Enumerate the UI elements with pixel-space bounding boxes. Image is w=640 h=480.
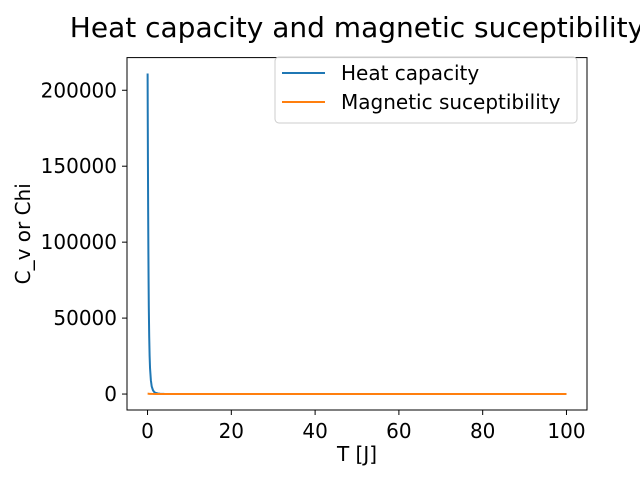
legend-label-magnetic-suceptibility: Magnetic suceptibility [341, 90, 561, 114]
y-tick-label: 150000 [41, 154, 117, 178]
y-tick-label: 100000 [41, 230, 117, 254]
x-tick-label: 80 [470, 419, 495, 443]
legend-label-heat-capacity: Heat capacity [341, 61, 479, 85]
y-axis-label: C_v or Chi [11, 183, 35, 284]
y-axis: 0 50000 100000 150000 200000 [41, 78, 127, 406]
x-axis-label: T [J] [336, 442, 377, 466]
legend-box [274, 56, 578, 124]
x-tick-label: 40 [302, 419, 327, 443]
x-axis: 0 20 40 60 80 100 [141, 410, 586, 443]
x-tick-label: 100 [547, 419, 585, 443]
y-tick-label: 200000 [41, 78, 117, 102]
y-tick-label: 0 [104, 382, 117, 406]
chart-title: Heat capacity and magnetic suceptibility [70, 11, 640, 44]
plot-area [126, 57, 588, 411]
x-tick-label: 60 [386, 419, 411, 443]
legend: Heat capacity Magnetic suceptibility [274, 56, 578, 124]
y-tick-label: 50000 [53, 306, 117, 330]
x-tick-label: 20 [219, 419, 244, 443]
series-layer [146, 73, 567, 396]
x-tick-label: 0 [141, 419, 154, 443]
